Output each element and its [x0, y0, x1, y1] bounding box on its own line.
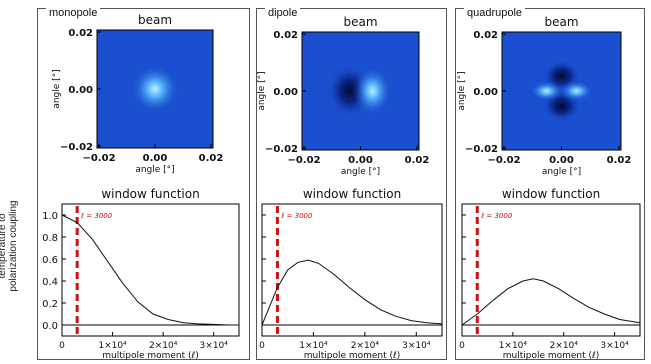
- window-frame: [61, 203, 240, 337]
- beam-ytick-label: −0.02: [465, 144, 498, 155]
- window-frame: [461, 203, 641, 337]
- window-xtick-label: 3×10⁴: [600, 341, 629, 351]
- window-xtick-label: 2×10⁴: [550, 341, 579, 351]
- window-xtick-label: 0: [459, 341, 465, 351]
- beam-xlabel: angle [°]: [135, 165, 174, 175]
- beam-xtick-label: 0.00: [143, 153, 168, 164]
- beam-ylabel: angle [°]: [52, 69, 62, 108]
- beam-xtick-label: −0.02: [287, 155, 320, 166]
- l3000-marker-label: ℓ = 3000: [480, 212, 513, 220]
- panel-title: dipole: [265, 8, 301, 19]
- beam-title: beam: [544, 15, 578, 29]
- window-ytick-label: 0.2: [42, 299, 58, 310]
- panel-title: quadrupole: [464, 8, 526, 19]
- window-xtick-label: 1×10⁴: [98, 341, 127, 351]
- beam-ytick-label: 0.00: [473, 87, 498, 98]
- window-ytick-label: 0.4: [42, 277, 58, 288]
- beam-ylabel: angle [°]: [257, 71, 267, 110]
- beam-ytick-label: 0.02: [68, 28, 93, 39]
- window-xtick-label: 3×10⁴: [402, 341, 431, 351]
- beam-lobe-bright: [353, 67, 392, 115]
- beam-xtick-label: −0.02: [82, 153, 115, 164]
- window-xlabel: multipole moment (ℓ): [102, 351, 199, 361]
- beam-xtick-label: 0.02: [607, 155, 632, 166]
- beam-lobe-bright: [530, 81, 563, 101]
- panel-title: monopole: [46, 8, 101, 19]
- beam-ytick-label: 0.00: [68, 85, 93, 96]
- window-xtick-label: 1×10⁴: [299, 341, 328, 351]
- window-title: window function: [502, 187, 600, 201]
- beam-xtick-label: −0.02: [487, 155, 520, 166]
- window-ytick-label: 0.6: [42, 255, 58, 266]
- window-title: window function: [101, 187, 199, 201]
- window-frame: [261, 203, 443, 337]
- l3000-marker-label: ℓ = 3000: [280, 212, 313, 220]
- beam-xtick-label: 0.00: [549, 155, 574, 166]
- window-curve-monopole: [61, 214, 239, 326]
- window-ytick-label: 0.0: [42, 321, 58, 332]
- beam-lobe-bright: [131, 65, 179, 113]
- window-xtick-label: 1×10⁴: [499, 341, 528, 351]
- beam-ytick-label: 0.02: [473, 30, 498, 41]
- window-xlabel: multipole moment (ℓ): [503, 351, 600, 361]
- window-xlabel: multipole moment (ℓ): [304, 351, 401, 361]
- beam-xtick-label: 0.00: [348, 155, 373, 166]
- beam-ytick-label: 0.00: [273, 87, 298, 98]
- window-xtick-label: 0: [59, 341, 65, 351]
- beam-ytick-label: −0.02: [265, 144, 298, 155]
- beam-title: beam: [138, 13, 172, 27]
- l3000-marker-label: ℓ = 3000: [80, 212, 113, 220]
- window-xtick-label: 2×10⁴: [149, 341, 178, 351]
- panel-monopole: monopole: [37, 8, 250, 360]
- window-xtick-label: 0: [259, 341, 265, 351]
- beam-xtick-label: 0.02: [405, 155, 430, 166]
- beam-title: beam: [343, 15, 377, 29]
- panel-dipole: dipole: [256, 8, 447, 360]
- window-curve-dipole: [261, 259, 443, 326]
- window-title: window function: [303, 187, 401, 201]
- beam-xlabel: angle [°]: [542, 167, 581, 177]
- beam-xlabel: angle [°]: [341, 167, 380, 177]
- panel-quadrupole: quadrupole: [455, 8, 645, 360]
- beam-lobe-bright: [560, 81, 593, 101]
- beam-ylabel: angle [°]: [457, 71, 467, 110]
- beam-ytick-label: 0.02: [273, 30, 298, 41]
- window-ytick-label: 1.0: [42, 211, 58, 222]
- window-ytick-label: 0.8: [42, 233, 58, 244]
- beam-ytick-label: −0.02: [60, 142, 93, 153]
- beam-xtick-label: 0.02: [199, 153, 224, 164]
- window-xtick-label: 2×10⁴: [351, 341, 380, 351]
- window-xtick-label: 3×10⁴: [200, 341, 229, 351]
- window-curve-quadrupole: [461, 278, 641, 326]
